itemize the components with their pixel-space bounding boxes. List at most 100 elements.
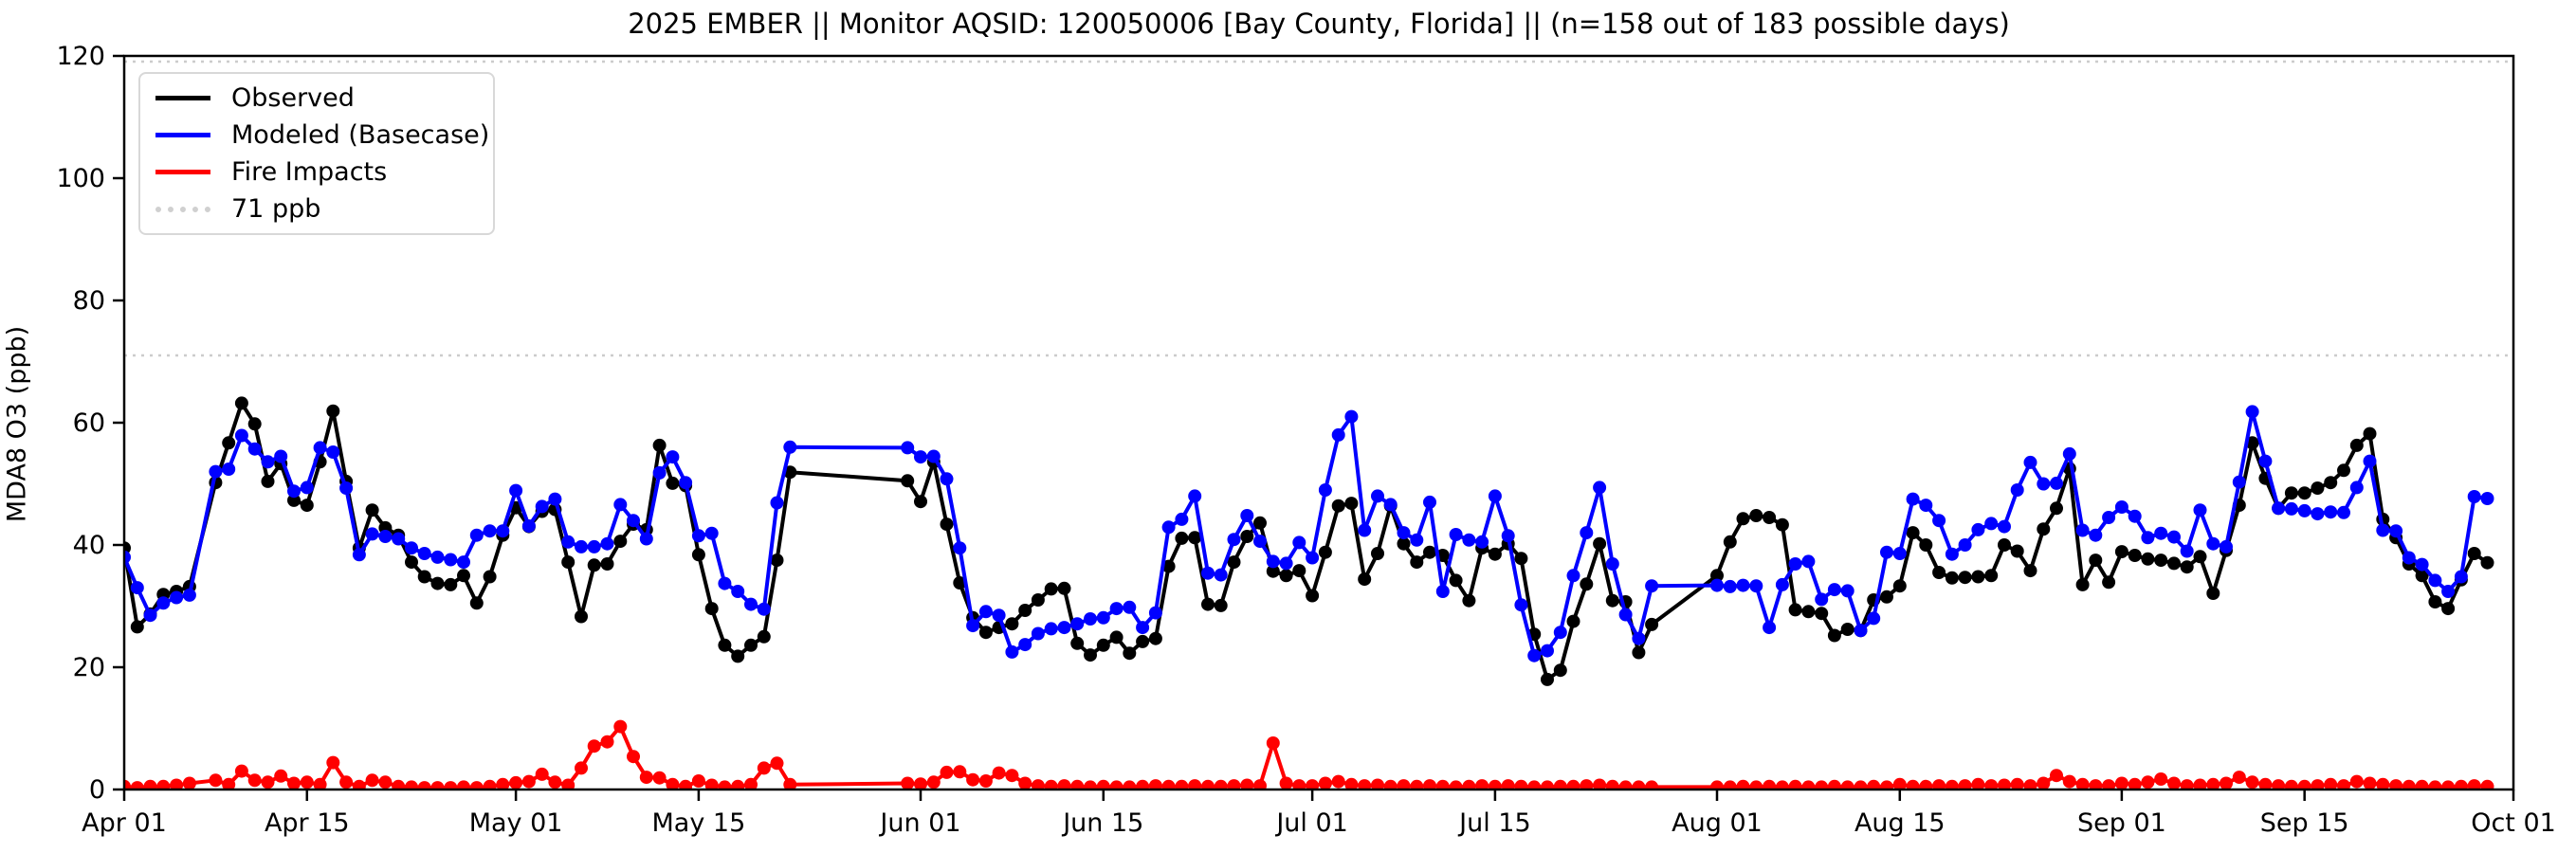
data-point xyxy=(365,503,379,517)
data-point xyxy=(2089,554,2103,568)
data-point xyxy=(1161,559,1176,573)
data-point xyxy=(2114,545,2128,559)
data-point xyxy=(352,548,366,562)
data-point xyxy=(483,524,497,538)
data-point xyxy=(156,596,171,610)
data-point xyxy=(1306,779,1320,789)
data-point xyxy=(1801,780,1816,789)
data-point xyxy=(1919,538,1933,552)
data-point xyxy=(2258,777,2273,789)
data-point xyxy=(926,775,941,789)
data-point xyxy=(130,581,144,595)
data-point xyxy=(2037,522,2051,536)
data-point xyxy=(679,779,693,789)
data-point xyxy=(1397,526,1411,540)
data-point xyxy=(2193,550,2207,564)
data-point xyxy=(300,775,314,789)
data-point xyxy=(731,779,745,789)
data-point xyxy=(2037,776,2051,789)
data-point xyxy=(1018,604,1032,617)
data-point xyxy=(2441,780,2456,789)
data-point xyxy=(1541,644,1554,658)
data-point xyxy=(1318,776,1332,789)
data-point xyxy=(744,777,758,789)
data-point xyxy=(143,779,157,789)
data-point xyxy=(1266,564,1280,578)
data-point xyxy=(234,396,248,410)
data-point xyxy=(1397,779,1411,789)
data-point xyxy=(1383,779,1398,789)
data-point xyxy=(2258,454,2273,468)
y-tick-label: 20 xyxy=(73,653,105,682)
data-point xyxy=(2415,779,2429,789)
data-point xyxy=(1514,552,1528,566)
data-point xyxy=(1292,779,1306,789)
data-point xyxy=(1136,634,1150,648)
data-point xyxy=(2467,490,2481,503)
data-point xyxy=(744,597,758,611)
data-point xyxy=(1214,779,1228,789)
data-point xyxy=(326,404,340,418)
data-point xyxy=(1435,779,1450,789)
data-point xyxy=(1279,556,1293,571)
data-point xyxy=(2311,481,2325,495)
data-point xyxy=(1266,554,1280,569)
data-point xyxy=(1344,409,1359,424)
data-point xyxy=(1775,577,1789,591)
data-point xyxy=(704,778,719,789)
data-point xyxy=(2010,544,2024,558)
data-point xyxy=(940,517,954,532)
data-point xyxy=(1815,592,1829,607)
data-point xyxy=(1292,535,1306,550)
data-point xyxy=(1892,777,1907,789)
data-point xyxy=(1175,531,1189,545)
data-point xyxy=(1031,593,1045,607)
data-point xyxy=(1136,621,1150,635)
data-point xyxy=(261,474,275,488)
data-point xyxy=(521,774,536,789)
x-tick-label: Oct 01 xyxy=(2471,808,2556,838)
data-point xyxy=(1566,614,1580,628)
data-point xyxy=(1501,779,1515,789)
data-point xyxy=(1475,779,1489,789)
data-point xyxy=(1815,780,1829,789)
data-point xyxy=(1084,780,1097,789)
data-point xyxy=(1136,779,1150,789)
data-point xyxy=(1084,648,1097,662)
data-point xyxy=(392,532,406,546)
data-point xyxy=(247,773,262,788)
data-point xyxy=(1201,566,1215,580)
data-point xyxy=(287,776,301,789)
data-point xyxy=(1240,509,1254,522)
observed-line-swatch xyxy=(155,96,210,100)
data-point xyxy=(1932,514,1946,528)
data-point xyxy=(1854,780,1868,789)
data-point xyxy=(2154,772,2168,786)
data-point xyxy=(2363,776,2377,789)
legend-label-threshold: 71 ppb xyxy=(231,194,321,224)
data-point xyxy=(2102,575,2116,590)
data-point xyxy=(1488,547,1502,561)
modeled-basecase--series xyxy=(124,405,2494,662)
data-point xyxy=(1815,607,1829,621)
data-point xyxy=(1945,571,1959,585)
data-point xyxy=(1958,779,1972,789)
y-tick-label: 40 xyxy=(73,531,105,560)
data-point xyxy=(1318,545,1332,559)
data-point xyxy=(2272,501,2286,516)
data-point xyxy=(535,767,549,781)
data-point xyxy=(1710,780,1724,789)
data-point xyxy=(1123,780,1137,789)
data-point xyxy=(1892,579,1907,593)
data-point xyxy=(1906,492,1920,506)
data-point xyxy=(378,530,393,543)
data-point xyxy=(457,555,470,570)
data-point xyxy=(1410,555,1424,570)
data-point xyxy=(1958,538,1972,552)
data-point xyxy=(1501,529,1515,543)
data-point xyxy=(2480,779,2494,789)
data-point xyxy=(2337,505,2350,519)
data-point xyxy=(535,499,549,514)
data-point xyxy=(1227,779,1241,789)
data-point xyxy=(940,765,954,779)
